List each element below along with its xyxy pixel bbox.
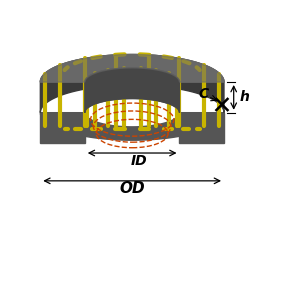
Text: h: h: [239, 90, 249, 104]
Polygon shape: [180, 113, 224, 143]
Polygon shape: [85, 68, 180, 113]
Polygon shape: [40, 113, 224, 140]
Polygon shape: [40, 55, 224, 113]
Polygon shape: [40, 113, 85, 143]
Text: C: C: [199, 87, 209, 101]
Polygon shape: [40, 55, 224, 82]
Text: OD: OD: [119, 181, 145, 196]
Polygon shape: [85, 68, 180, 113]
Polygon shape: [40, 55, 224, 82]
Text: ID: ID: [131, 153, 148, 167]
